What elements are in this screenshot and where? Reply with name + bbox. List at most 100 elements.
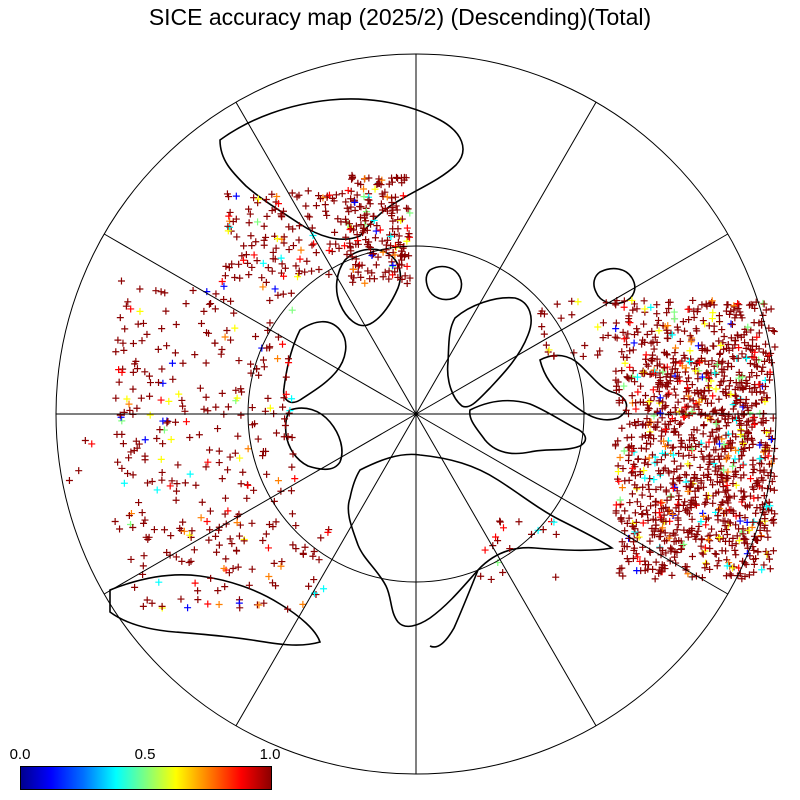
accuracy-marker bbox=[365, 243, 373, 251]
accuracy-marker bbox=[403, 204, 411, 212]
accuracy-marker bbox=[217, 350, 225, 358]
accuracy-marker bbox=[749, 518, 757, 526]
accuracy-marker bbox=[351, 198, 359, 206]
accuracy-marker bbox=[127, 305, 135, 313]
accuracy-marker bbox=[624, 330, 632, 338]
accuracy-marker bbox=[647, 502, 655, 510]
accuracy-marker bbox=[111, 517, 119, 525]
accuracy-marker bbox=[625, 315, 633, 323]
accuracy-marker bbox=[350, 226, 358, 234]
accuracy-marker bbox=[656, 544, 664, 552]
accuracy-marker bbox=[207, 574, 215, 582]
accuracy-marker bbox=[716, 504, 724, 512]
accuracy-marker bbox=[686, 332, 694, 340]
accuracy-marker bbox=[279, 290, 287, 298]
accuracy-marker bbox=[637, 444, 645, 452]
accuracy-marker bbox=[649, 386, 657, 394]
accuracy-marker bbox=[704, 465, 712, 473]
accuracy-marker bbox=[273, 235, 281, 243]
accuracy-marker bbox=[379, 273, 387, 281]
accuracy-marker bbox=[279, 403, 287, 411]
accuracy-marker bbox=[684, 384, 692, 392]
accuracy-marker bbox=[695, 405, 703, 413]
accuracy-marker bbox=[312, 591, 320, 599]
accuracy-marker bbox=[706, 545, 714, 553]
accuracy-marker bbox=[765, 555, 773, 563]
accuracy-marker bbox=[706, 414, 714, 422]
accuracy-marker bbox=[732, 446, 740, 454]
accuracy-marker bbox=[752, 509, 760, 517]
accuracy-marker bbox=[237, 480, 245, 488]
accuracy-marker bbox=[245, 205, 253, 213]
accuracy-marker bbox=[752, 356, 760, 364]
accuracy-marker bbox=[278, 260, 286, 268]
accuracy-marker bbox=[357, 273, 365, 281]
accuracy-marker bbox=[374, 253, 382, 261]
accuracy-marker bbox=[686, 462, 694, 470]
accuracy-marker bbox=[272, 518, 280, 526]
accuracy-marker bbox=[743, 404, 751, 412]
accuracy-marker bbox=[244, 445, 252, 453]
accuracy-marker bbox=[347, 203, 355, 211]
accuracy-marker bbox=[540, 310, 548, 318]
accuracy-marker bbox=[284, 605, 292, 613]
accuracy-marker bbox=[139, 602, 147, 610]
accuracy-marker bbox=[335, 244, 343, 252]
accuracy-marker bbox=[702, 491, 710, 499]
accuracy-marker bbox=[759, 363, 767, 371]
greenland-coastline bbox=[446, 296, 532, 408]
accuracy-marker bbox=[622, 406, 630, 414]
accuracy-marker bbox=[737, 427, 745, 435]
accuracy-marker bbox=[292, 545, 300, 553]
accuracy-marker bbox=[727, 320, 735, 328]
accuracy-marker bbox=[262, 278, 270, 286]
accuracy-marker bbox=[365, 196, 373, 204]
accuracy-marker bbox=[694, 342, 702, 350]
accuracy-marker bbox=[641, 369, 649, 377]
accuracy-marker bbox=[392, 202, 400, 210]
accuracy-marker bbox=[682, 364, 690, 372]
accuracy-marker bbox=[129, 385, 137, 393]
accuracy-marker bbox=[260, 599, 268, 607]
accuracy-marker bbox=[722, 455, 730, 463]
accuracy-marker bbox=[705, 470, 713, 478]
accuracy-marker bbox=[730, 509, 738, 517]
accuracy-marker bbox=[718, 411, 726, 419]
accuracy-marker bbox=[280, 433, 288, 441]
accuracy-marker bbox=[189, 286, 197, 294]
accuracy-marker bbox=[663, 309, 671, 317]
accuracy-marker bbox=[729, 534, 737, 542]
accuracy-marker bbox=[745, 526, 753, 534]
accuracy-marker bbox=[647, 356, 655, 364]
accuracy-marker bbox=[370, 212, 378, 220]
accuracy-marker bbox=[122, 302, 130, 310]
accuracy-marker bbox=[748, 402, 756, 410]
accuracy-marker bbox=[685, 411, 693, 419]
accuracy-marker bbox=[690, 314, 698, 322]
coastline-layer bbox=[109, 98, 636, 648]
accuracy-marker bbox=[264, 394, 272, 402]
accuracy-marker bbox=[693, 308, 701, 316]
accuracy-marker bbox=[677, 437, 685, 445]
accuracy-marker bbox=[630, 530, 638, 538]
accuracy-marker bbox=[701, 357, 709, 365]
accuracy-marker bbox=[312, 202, 320, 210]
accuracy-marker bbox=[646, 492, 654, 500]
accuracy-marker bbox=[231, 449, 239, 457]
accuracy-marker bbox=[631, 509, 639, 517]
accuracy-marker bbox=[648, 357, 656, 365]
accuracy-marker bbox=[251, 420, 259, 428]
accuracy-marker bbox=[295, 222, 303, 230]
accuracy-marker bbox=[235, 260, 243, 268]
accuracy-marker bbox=[769, 547, 777, 555]
accuracy-marker bbox=[542, 341, 550, 349]
accuracy-marker bbox=[693, 426, 701, 434]
accuracy-marker bbox=[268, 579, 276, 587]
accuracy-marker bbox=[280, 272, 288, 280]
accuracy-marker bbox=[675, 496, 683, 504]
accuracy-marker bbox=[301, 543, 309, 551]
accuracy-marker bbox=[664, 391, 672, 399]
accuracy-marker bbox=[706, 458, 714, 466]
accuracy-marker bbox=[623, 341, 631, 349]
accuracy-marker bbox=[655, 397, 663, 405]
